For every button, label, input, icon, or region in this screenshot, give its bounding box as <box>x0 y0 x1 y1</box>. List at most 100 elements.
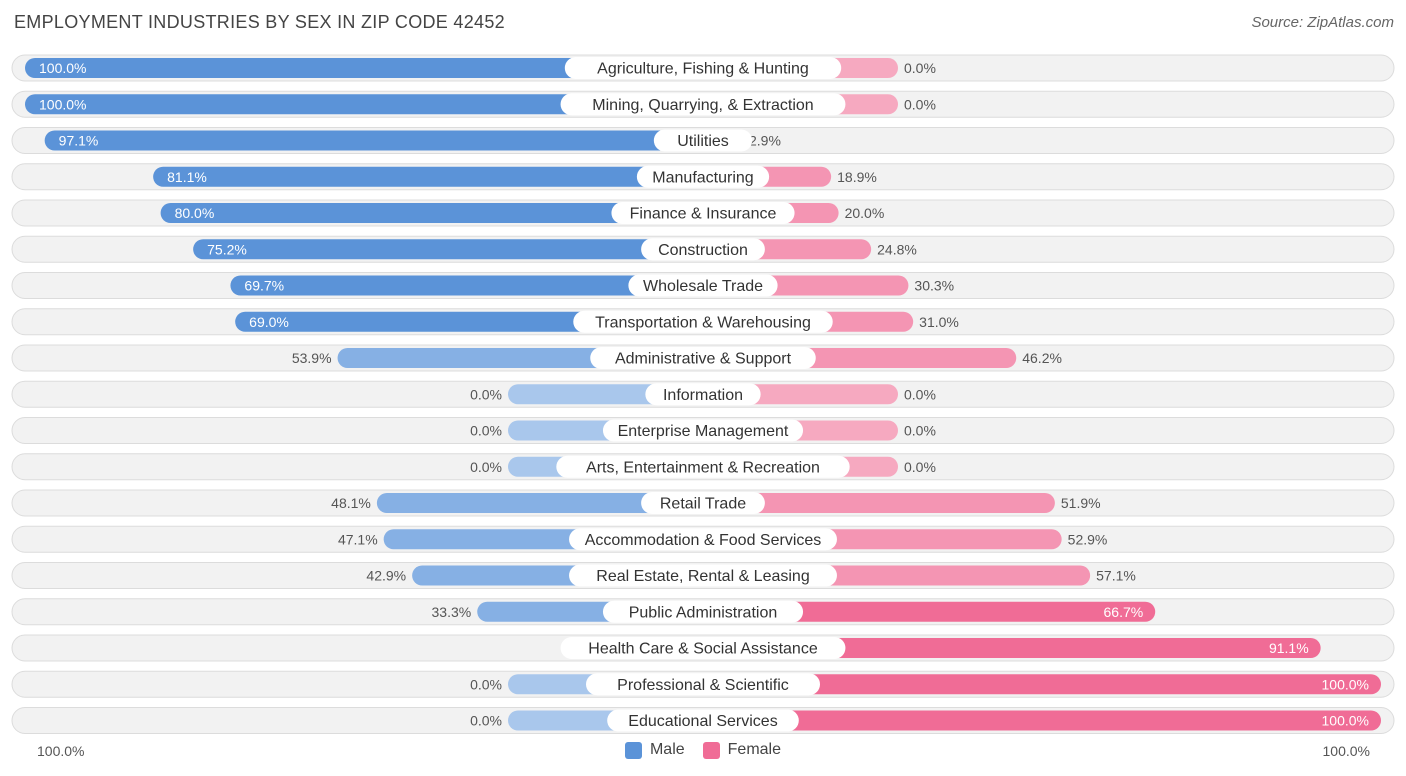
legend-label-female: Female <box>727 741 782 758</box>
male-value-label: 97.1% <box>59 133 99 149</box>
category-label: Finance & Insurance <box>630 206 777 223</box>
bar-female <box>703 638 1321 658</box>
female-value-label: 91.1% <box>1269 640 1309 656</box>
category-label: Educational Services <box>628 713 777 730</box>
category-pill <box>628 274 778 297</box>
male-value-label: 33.3% <box>432 604 472 620</box>
bar-male <box>160 203 704 223</box>
legend-item-female[interactable]: Female <box>702 741 782 759</box>
male-value-label: 0.0% <box>470 423 502 439</box>
male-value-label: 53.9% <box>292 350 332 366</box>
category-label: Information <box>663 387 743 404</box>
female-value-label: 0.0% <box>904 96 936 112</box>
category-pill <box>569 528 837 551</box>
female-value-label: 18.9% <box>837 169 877 185</box>
legend-label-male: Male <box>649 741 685 758</box>
male-value-label: 100.0% <box>39 96 86 112</box>
legend-swatch-male <box>624 741 642 759</box>
category-pill <box>590 347 816 369</box>
category-label: Construction <box>658 242 748 259</box>
female-value-label: 2.9% <box>749 133 781 149</box>
category-label: Administrative & Support <box>615 351 792 368</box>
bar-female <box>703 493 1055 513</box>
male-value-label: 47.1% <box>338 531 378 547</box>
category-pill <box>641 238 765 261</box>
bar-male <box>376 493 703 513</box>
male-value-label: 0.0% <box>470 386 502 402</box>
category-label: Transportation & Warehousing <box>595 314 811 331</box>
male-value-label: 0.0% <box>470 459 502 475</box>
category-pill <box>573 310 833 333</box>
category-pill <box>641 492 765 514</box>
category-pill <box>607 709 799 732</box>
category-label: Accommodation & Food Services <box>585 532 822 549</box>
male-value-label: 100.0% <box>39 60 86 76</box>
category-pill <box>602 600 804 623</box>
bar-male <box>44 130 704 151</box>
category-pill <box>645 383 761 406</box>
chart-title: EMPLOYMENT INDUSTRIES BY SEX IN ZIP CODE… <box>14 12 505 32</box>
female-value-label: 46.2% <box>1022 350 1062 366</box>
female-value-label: 52.9% <box>1068 531 1108 547</box>
category-pill <box>560 93 846 116</box>
category-pill <box>560 637 846 659</box>
category-label: Mining, Quarrying, & Extraction <box>592 97 813 114</box>
category-label: Agriculture, Fishing & Hunting <box>597 61 809 78</box>
category-label: Arts, Entertainment & Recreation <box>586 459 820 476</box>
bar-female <box>703 710 1381 731</box>
category-label: Manufacturing <box>652 169 753 186</box>
legend: Male Female <box>0 741 1406 759</box>
category-label: Enterprise Management <box>618 423 789 440</box>
female-value-label: 100.0% <box>1322 713 1369 729</box>
female-value-label: 20.0% <box>845 205 885 221</box>
category-pill <box>556 455 850 478</box>
bar-male <box>230 275 703 296</box>
bar-male <box>193 239 704 260</box>
legend-item-male[interactable]: Male <box>624 741 685 759</box>
bar-male <box>25 58 703 78</box>
category-label: Real Estate, Rental & Leasing <box>596 568 809 585</box>
category-label: Health Care & Social Assistance <box>588 641 818 658</box>
bar-male <box>25 94 703 115</box>
male-value-label: 69.7% <box>244 278 284 294</box>
chart-svg: 100.0% 0.0% Agriculture, Fishing & Hunting… <box>11 54 1395 734</box>
category-label: Utilities <box>677 133 729 150</box>
category-pill <box>636 165 770 188</box>
axis-right-label: 100.0% <box>1322 743 1370 759</box>
source-label: Source: ZipAtlas.com <box>1251 14 1394 31</box>
male-value-label: 80.0% <box>175 205 215 221</box>
female-value-label: 51.9% <box>1061 495 1101 511</box>
category-label: Public Administration <box>629 604 778 621</box>
male-value-label: 48.1% <box>331 495 371 511</box>
legend-swatch-female <box>702 741 720 759</box>
category-pill <box>564 57 842 79</box>
female-value-label: 30.3% <box>914 278 954 294</box>
female-value-label: 0.0% <box>904 60 936 76</box>
category-pill <box>586 673 820 696</box>
bar-female <box>703 601 1156 622</box>
male-value-label: 81.1% <box>167 169 207 185</box>
bar-male <box>153 166 704 187</box>
female-value-label: 31.0% <box>919 314 959 330</box>
female-value-label: 100.0% <box>1322 676 1369 692</box>
female-value-label: 0.0% <box>904 386 936 402</box>
female-value-label: 57.1% <box>1096 568 1136 584</box>
female-value-label: 0.0% <box>904 459 936 475</box>
female-value-label: 24.8% <box>877 241 917 257</box>
male-value-label: 0.0% <box>470 676 502 692</box>
axis-left-label: 100.0% <box>37 743 85 759</box>
category-pill <box>611 202 795 224</box>
category-pill <box>602 419 804 442</box>
male-value-label: 42.9% <box>366 568 406 584</box>
female-value-label: 0.0% <box>904 423 936 439</box>
category-label: Professional & Scientific <box>617 677 789 694</box>
bar-female <box>703 674 1381 695</box>
category-label: Wholesale Trade <box>643 278 763 295</box>
male-value-label: 69.0% <box>249 314 289 330</box>
female-value-label: 66.7% <box>1104 604 1144 620</box>
category-label: Retail Trade <box>660 496 746 513</box>
male-value-label: 0.0% <box>470 713 502 729</box>
category-pill <box>653 129 753 152</box>
male-value-label: 75.2% <box>207 241 247 257</box>
category-pill <box>569 564 837 587</box>
